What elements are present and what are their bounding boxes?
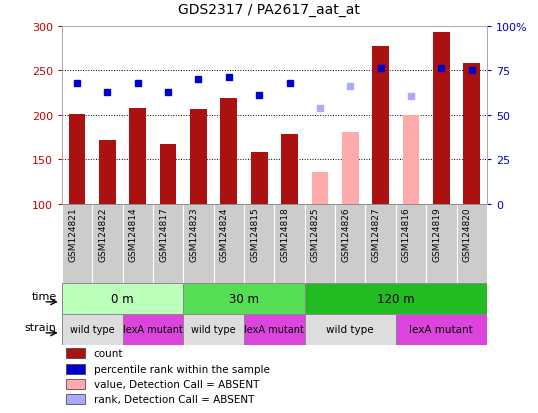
Bar <box>62 204 92 283</box>
Bar <box>221 99 237 204</box>
Bar <box>66 379 85 389</box>
Bar <box>251 153 267 204</box>
Bar <box>305 314 396 345</box>
Text: time: time <box>31 291 56 301</box>
Text: value, Detection Call = ABSENT: value, Detection Call = ABSENT <box>94 379 259 389</box>
Text: GDS2317 / PA2617_aat_at: GDS2317 / PA2617_aat_at <box>178 2 360 17</box>
Bar <box>305 204 335 283</box>
Text: GSM124815: GSM124815 <box>250 207 259 261</box>
Text: GSM124822: GSM124822 <box>98 207 108 261</box>
Text: 120 m: 120 m <box>377 292 415 305</box>
Bar <box>62 314 123 345</box>
Bar <box>123 204 153 283</box>
Text: 0 m: 0 m <box>111 292 134 305</box>
Bar <box>372 47 389 204</box>
Text: rank, Detection Call = ABSENT: rank, Detection Call = ABSENT <box>94 394 254 404</box>
Bar <box>190 109 207 204</box>
Bar <box>396 204 426 283</box>
Text: GSM124816: GSM124816 <box>402 207 411 261</box>
Text: lexA mutant: lexA mutant <box>244 324 305 335</box>
Text: lexA mutant: lexA mutant <box>123 324 183 335</box>
Bar <box>66 349 85 358</box>
Bar <box>66 364 85 374</box>
Bar <box>312 173 328 204</box>
Bar <box>463 64 480 204</box>
Text: lexA mutant: lexA mutant <box>409 324 473 335</box>
Bar <box>274 204 305 283</box>
Bar <box>183 204 214 283</box>
Bar <box>123 314 183 345</box>
Bar <box>66 394 85 404</box>
Text: GSM124826: GSM124826 <box>341 207 350 261</box>
Bar <box>281 134 298 204</box>
Bar <box>183 314 244 345</box>
Bar <box>244 204 274 283</box>
Text: GSM124827: GSM124827 <box>372 207 380 261</box>
Bar <box>433 33 450 204</box>
Text: GSM124818: GSM124818 <box>280 207 289 261</box>
Text: GSM124823: GSM124823 <box>189 207 199 261</box>
Text: wild type: wild type <box>327 324 374 335</box>
Text: strain: strain <box>25 322 56 332</box>
Bar <box>99 140 116 204</box>
Text: GSM124820: GSM124820 <box>463 207 472 261</box>
Text: wild type: wild type <box>192 324 236 335</box>
Text: count: count <box>94 349 123 358</box>
Bar <box>426 204 457 283</box>
Bar <box>92 204 123 283</box>
Bar <box>69 115 86 204</box>
Text: wild type: wild type <box>70 324 115 335</box>
Bar <box>396 314 487 345</box>
Text: 30 m: 30 m <box>229 292 259 305</box>
Bar <box>335 204 365 283</box>
Bar <box>160 145 176 204</box>
Text: percentile rank within the sample: percentile rank within the sample <box>94 364 270 374</box>
Text: GSM124814: GSM124814 <box>129 207 138 261</box>
Bar <box>244 314 305 345</box>
Text: GSM124817: GSM124817 <box>159 207 168 261</box>
Bar <box>365 204 396 283</box>
Text: GSM124819: GSM124819 <box>433 207 441 261</box>
Text: GSM124825: GSM124825 <box>311 207 320 261</box>
Bar <box>305 283 487 314</box>
Bar <box>342 133 359 204</box>
Text: GSM124824: GSM124824 <box>220 207 229 261</box>
Bar <box>457 204 487 283</box>
Bar <box>130 109 146 204</box>
Bar <box>402 116 419 204</box>
Text: GSM124821: GSM124821 <box>68 207 77 261</box>
Bar <box>183 283 305 314</box>
Bar <box>153 204 183 283</box>
Bar <box>214 204 244 283</box>
Bar <box>62 283 183 314</box>
